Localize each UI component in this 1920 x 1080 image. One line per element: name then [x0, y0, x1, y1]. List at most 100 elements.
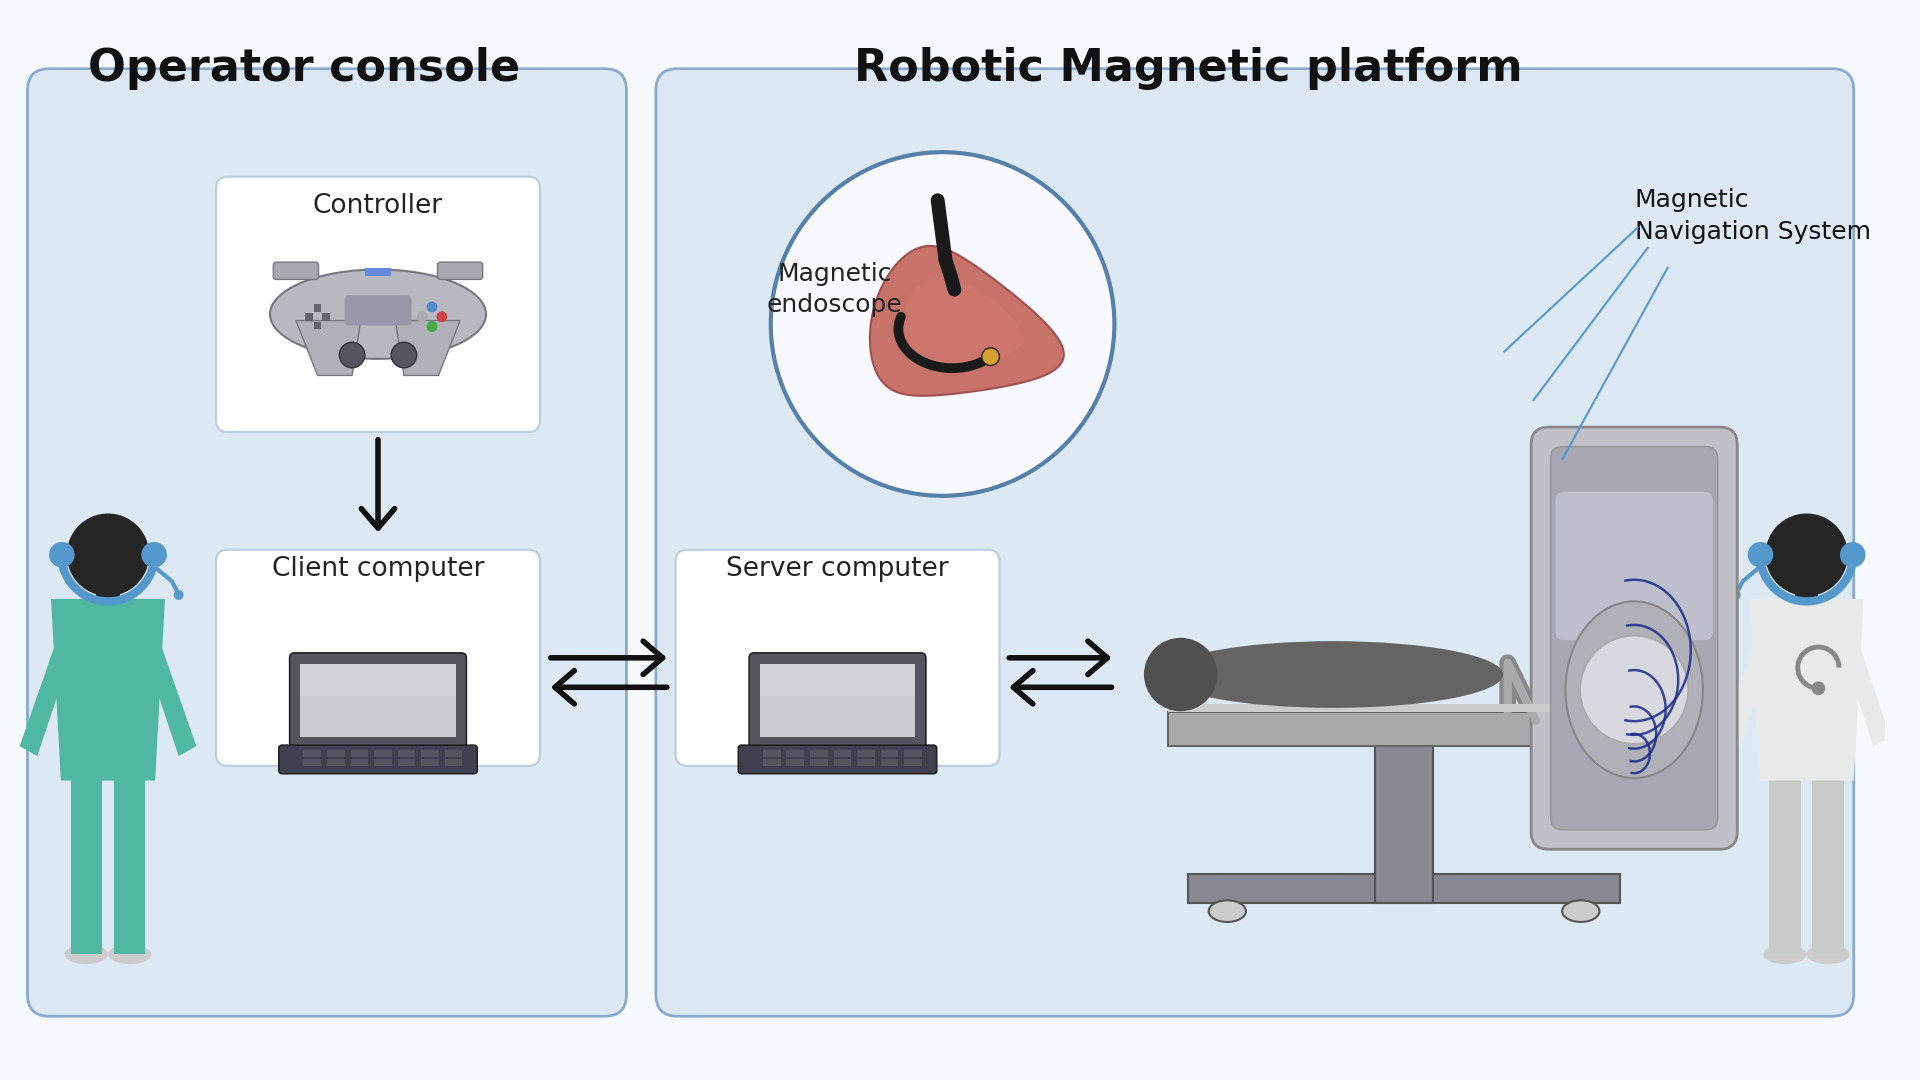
- Circle shape: [1747, 542, 1774, 567]
- Circle shape: [426, 321, 438, 332]
- Bar: [397, 751, 415, 757]
- FancyBboxPatch shape: [1551, 447, 1718, 829]
- Ellipse shape: [271, 270, 486, 359]
- Bar: [397, 759, 415, 766]
- Bar: [1770, 778, 1801, 955]
- FancyBboxPatch shape: [278, 745, 478, 773]
- Ellipse shape: [108, 945, 152, 964]
- Circle shape: [67, 513, 150, 596]
- Bar: [881, 759, 899, 766]
- Bar: [1795, 575, 1818, 599]
- Polygon shape: [19, 629, 77, 756]
- Bar: [904, 751, 922, 757]
- Circle shape: [340, 342, 365, 368]
- Bar: [420, 751, 440, 757]
- Circle shape: [142, 542, 167, 567]
- Bar: [810, 759, 828, 766]
- Bar: [313, 303, 321, 312]
- Circle shape: [1732, 590, 1741, 599]
- Bar: [326, 759, 344, 766]
- Bar: [1169, 712, 1640, 746]
- Bar: [762, 751, 781, 757]
- Ellipse shape: [1563, 901, 1599, 922]
- Bar: [305, 313, 313, 321]
- Circle shape: [417, 311, 428, 322]
- Ellipse shape: [1565, 602, 1703, 778]
- FancyBboxPatch shape: [217, 177, 540, 432]
- Polygon shape: [396, 321, 461, 376]
- FancyBboxPatch shape: [273, 262, 319, 280]
- Polygon shape: [140, 629, 196, 756]
- Polygon shape: [1722, 629, 1776, 746]
- Bar: [323, 313, 330, 321]
- Bar: [313, 322, 321, 329]
- Circle shape: [1811, 681, 1826, 696]
- Circle shape: [1144, 638, 1217, 712]
- Ellipse shape: [65, 945, 108, 964]
- Bar: [96, 575, 119, 599]
- FancyBboxPatch shape: [438, 262, 482, 280]
- Polygon shape: [870, 246, 1064, 395]
- FancyBboxPatch shape: [217, 550, 540, 766]
- Polygon shape: [1749, 599, 1864, 781]
- Circle shape: [770, 152, 1114, 496]
- Ellipse shape: [1164, 642, 1503, 707]
- Bar: [445, 759, 463, 766]
- Circle shape: [175, 590, 184, 599]
- FancyBboxPatch shape: [27, 69, 626, 1016]
- Bar: [300, 664, 455, 696]
- Text: Magnetic
Navigation System: Magnetic Navigation System: [1634, 188, 1870, 244]
- Bar: [71, 778, 102, 955]
- Text: Controller: Controller: [313, 193, 444, 219]
- Circle shape: [426, 301, 438, 312]
- FancyBboxPatch shape: [290, 653, 467, 748]
- Circle shape: [1580, 636, 1688, 744]
- Bar: [787, 751, 804, 757]
- Ellipse shape: [1210, 901, 1246, 922]
- Circle shape: [1764, 513, 1847, 596]
- Bar: [1188, 874, 1620, 903]
- Bar: [113, 778, 146, 955]
- FancyBboxPatch shape: [657, 69, 1853, 1016]
- FancyBboxPatch shape: [1555, 491, 1713, 640]
- Bar: [300, 664, 455, 738]
- Circle shape: [113, 681, 127, 696]
- Text: Operator console: Operator console: [88, 48, 520, 91]
- FancyBboxPatch shape: [344, 295, 411, 325]
- Bar: [303, 759, 321, 766]
- Bar: [833, 759, 851, 766]
- Text: Magnetic
endoscope: Magnetic endoscope: [766, 261, 902, 318]
- Polygon shape: [52, 599, 165, 781]
- Circle shape: [50, 542, 75, 567]
- Text: Robotic Magnetic platform: Robotic Magnetic platform: [854, 48, 1523, 91]
- Bar: [1375, 741, 1434, 903]
- Bar: [1169, 704, 1640, 712]
- Bar: [420, 759, 440, 766]
- Bar: [365, 268, 392, 275]
- Text: Server computer: Server computer: [726, 556, 948, 582]
- Bar: [374, 759, 392, 766]
- Bar: [833, 751, 851, 757]
- Bar: [374, 751, 392, 757]
- Bar: [856, 759, 876, 766]
- Bar: [810, 751, 828, 757]
- Bar: [760, 664, 916, 738]
- Bar: [351, 759, 369, 766]
- Text: Client computer: Client computer: [273, 556, 484, 582]
- Bar: [445, 751, 463, 757]
- Bar: [1812, 778, 1843, 955]
- Bar: [326, 751, 344, 757]
- Ellipse shape: [1763, 945, 1807, 964]
- Circle shape: [436, 311, 447, 322]
- Polygon shape: [296, 321, 361, 376]
- Polygon shape: [902, 279, 1021, 363]
- Bar: [351, 751, 369, 757]
- Polygon shape: [1837, 629, 1889, 746]
- FancyBboxPatch shape: [676, 550, 1000, 766]
- Bar: [856, 751, 876, 757]
- FancyBboxPatch shape: [1530, 427, 1738, 849]
- Bar: [762, 759, 781, 766]
- Bar: [787, 759, 804, 766]
- Circle shape: [981, 348, 1000, 365]
- Circle shape: [392, 342, 417, 368]
